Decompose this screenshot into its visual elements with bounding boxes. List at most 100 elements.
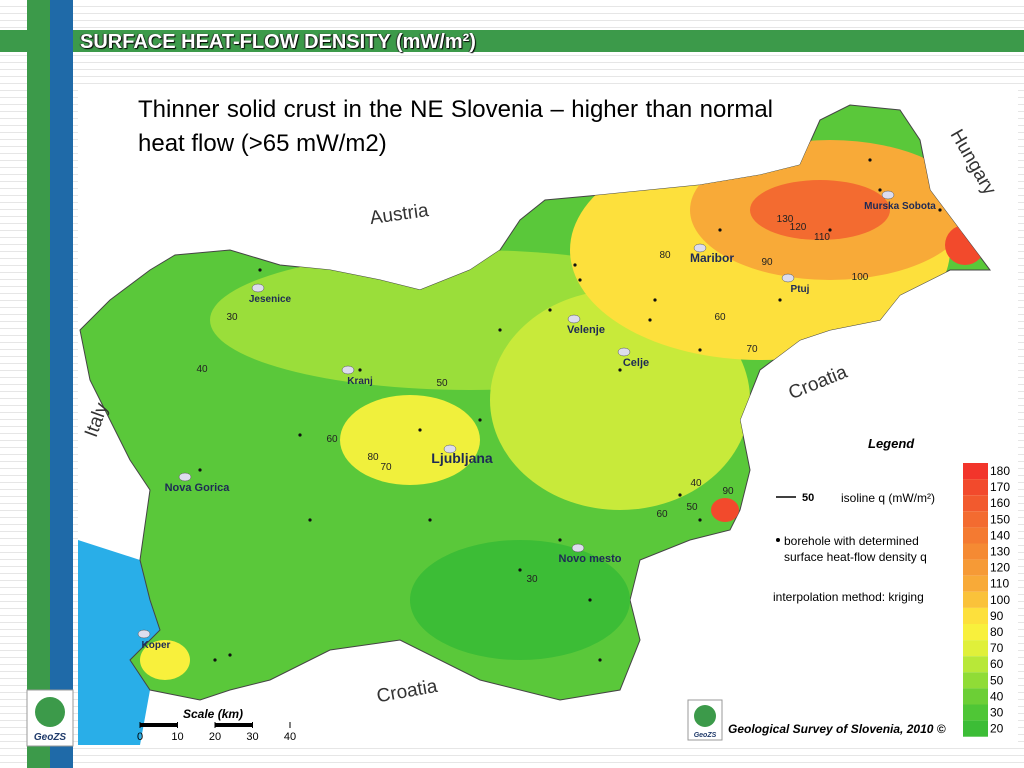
scale-label: 110 <box>990 577 1009 591</box>
city-label: Koper <box>142 640 171 651</box>
scale-tick-label: 40 <box>284 731 296 743</box>
scale-title: Scale (km) <box>183 707 243 721</box>
scale-swatch <box>963 607 988 624</box>
title-bar <box>0 30 1024 52</box>
isoline-label: 60 <box>326 434 338 445</box>
borehole <box>618 368 622 372</box>
borehole <box>868 158 872 162</box>
isoline-label: 120 <box>790 222 807 233</box>
isoline-label: 130 <box>777 214 794 225</box>
scale-label: 30 <box>990 706 1004 720</box>
borehole <box>828 228 832 232</box>
borehole <box>298 433 302 437</box>
borehole <box>258 268 262 272</box>
scale-swatch <box>963 495 988 512</box>
isoline-label: 80 <box>659 250 671 261</box>
isoline-label: 40 <box>690 478 702 489</box>
borehole <box>698 518 702 522</box>
scale-swatch <box>963 704 988 721</box>
isoline-label: 110 <box>814 232 830 243</box>
scale-swatch <box>963 720 988 737</box>
scale-swatch <box>963 511 988 528</box>
city-label: Nova Gorica <box>165 482 231 494</box>
borehole <box>573 263 577 267</box>
city-label: Ptuj <box>791 284 810 295</box>
city-marker <box>137 629 151 639</box>
borehole <box>198 468 202 472</box>
city-marker <box>251 283 265 293</box>
city-marker <box>781 273 795 283</box>
scale-label: 140 <box>990 528 1010 542</box>
borehole <box>598 658 602 662</box>
scale-label: 120 <box>990 561 1010 575</box>
legend-title: Legend <box>868 436 915 451</box>
logo-text: GeoZS <box>34 732 67 743</box>
isoline-label: 70 <box>746 344 758 355</box>
city-marker <box>341 365 355 375</box>
isoline-label: 90 <box>722 486 734 497</box>
borehole <box>228 653 232 657</box>
isoline-label: 60 <box>656 509 668 520</box>
isoline-label: 60 <box>714 312 726 323</box>
scale-label: 50 <box>990 673 1004 687</box>
scale-label: 150 <box>990 512 1010 526</box>
legend-borehole-label: borehole with determined surface heat-fl… <box>784 534 927 564</box>
scale-label: 70 <box>990 641 1004 655</box>
scale-label: 170 <box>990 480 1010 494</box>
borehole <box>548 308 552 312</box>
scale-label: 130 <box>990 545 1010 559</box>
scale-swatch <box>963 527 988 544</box>
city-label: Velenje <box>567 324 605 336</box>
scale-swatch <box>963 624 988 641</box>
city-label: Ljubljana <box>431 450 493 466</box>
credit: Geological Survey of Slovenia, 2010 © <box>728 722 946 736</box>
borehole <box>498 328 502 332</box>
scale-label: 100 <box>990 593 1010 607</box>
scale-swatch <box>963 688 988 705</box>
scale-label: 160 <box>990 496 1010 510</box>
borehole <box>478 418 482 422</box>
scale-swatch <box>963 463 988 480</box>
borehole <box>518 568 522 572</box>
scale-label: 80 <box>990 625 1004 639</box>
sea <box>78 540 160 745</box>
borehole <box>653 298 657 302</box>
scale-label: 90 <box>990 609 1004 623</box>
city-label: Jesenice <box>249 294 292 305</box>
scale-swatch <box>963 656 988 673</box>
borehole <box>648 318 652 322</box>
isoline-label: 30 <box>526 574 538 585</box>
borehole <box>718 228 722 232</box>
zone <box>711 498 739 522</box>
borehole <box>308 518 312 522</box>
borehole <box>878 188 882 192</box>
borehole <box>938 208 942 212</box>
borehole <box>678 493 682 497</box>
isoline-label: 50 <box>436 378 448 389</box>
scale-label: 40 <box>990 689 1004 703</box>
legend-borehole <box>776 538 780 542</box>
scale-swatch <box>963 640 988 657</box>
slide-body: Thinner solid crust in the NE Slovenia –… <box>138 93 773 161</box>
isoline-label: 40 <box>196 364 208 375</box>
legend-borehole-box: borehole with determined surface heat-fl… <box>784 534 927 564</box>
isoline-label: 80 <box>367 452 379 463</box>
scale-tick-label: 10 <box>171 731 183 743</box>
borehole <box>428 518 432 522</box>
city-label: Novo mesto <box>559 553 622 565</box>
borehole <box>213 658 217 662</box>
scale-swatch <box>963 479 988 496</box>
scale-swatch <box>963 591 988 608</box>
zone <box>140 640 190 680</box>
logo-mark <box>35 697 65 727</box>
legend-isoline-label: isoline q (mW/m²) <box>841 491 935 505</box>
borehole <box>558 538 562 542</box>
borehole <box>778 298 782 302</box>
zone <box>750 180 890 240</box>
city-marker <box>881 190 895 200</box>
city-marker <box>567 314 581 324</box>
left-bar-blue <box>50 0 73 768</box>
borehole <box>418 428 422 432</box>
